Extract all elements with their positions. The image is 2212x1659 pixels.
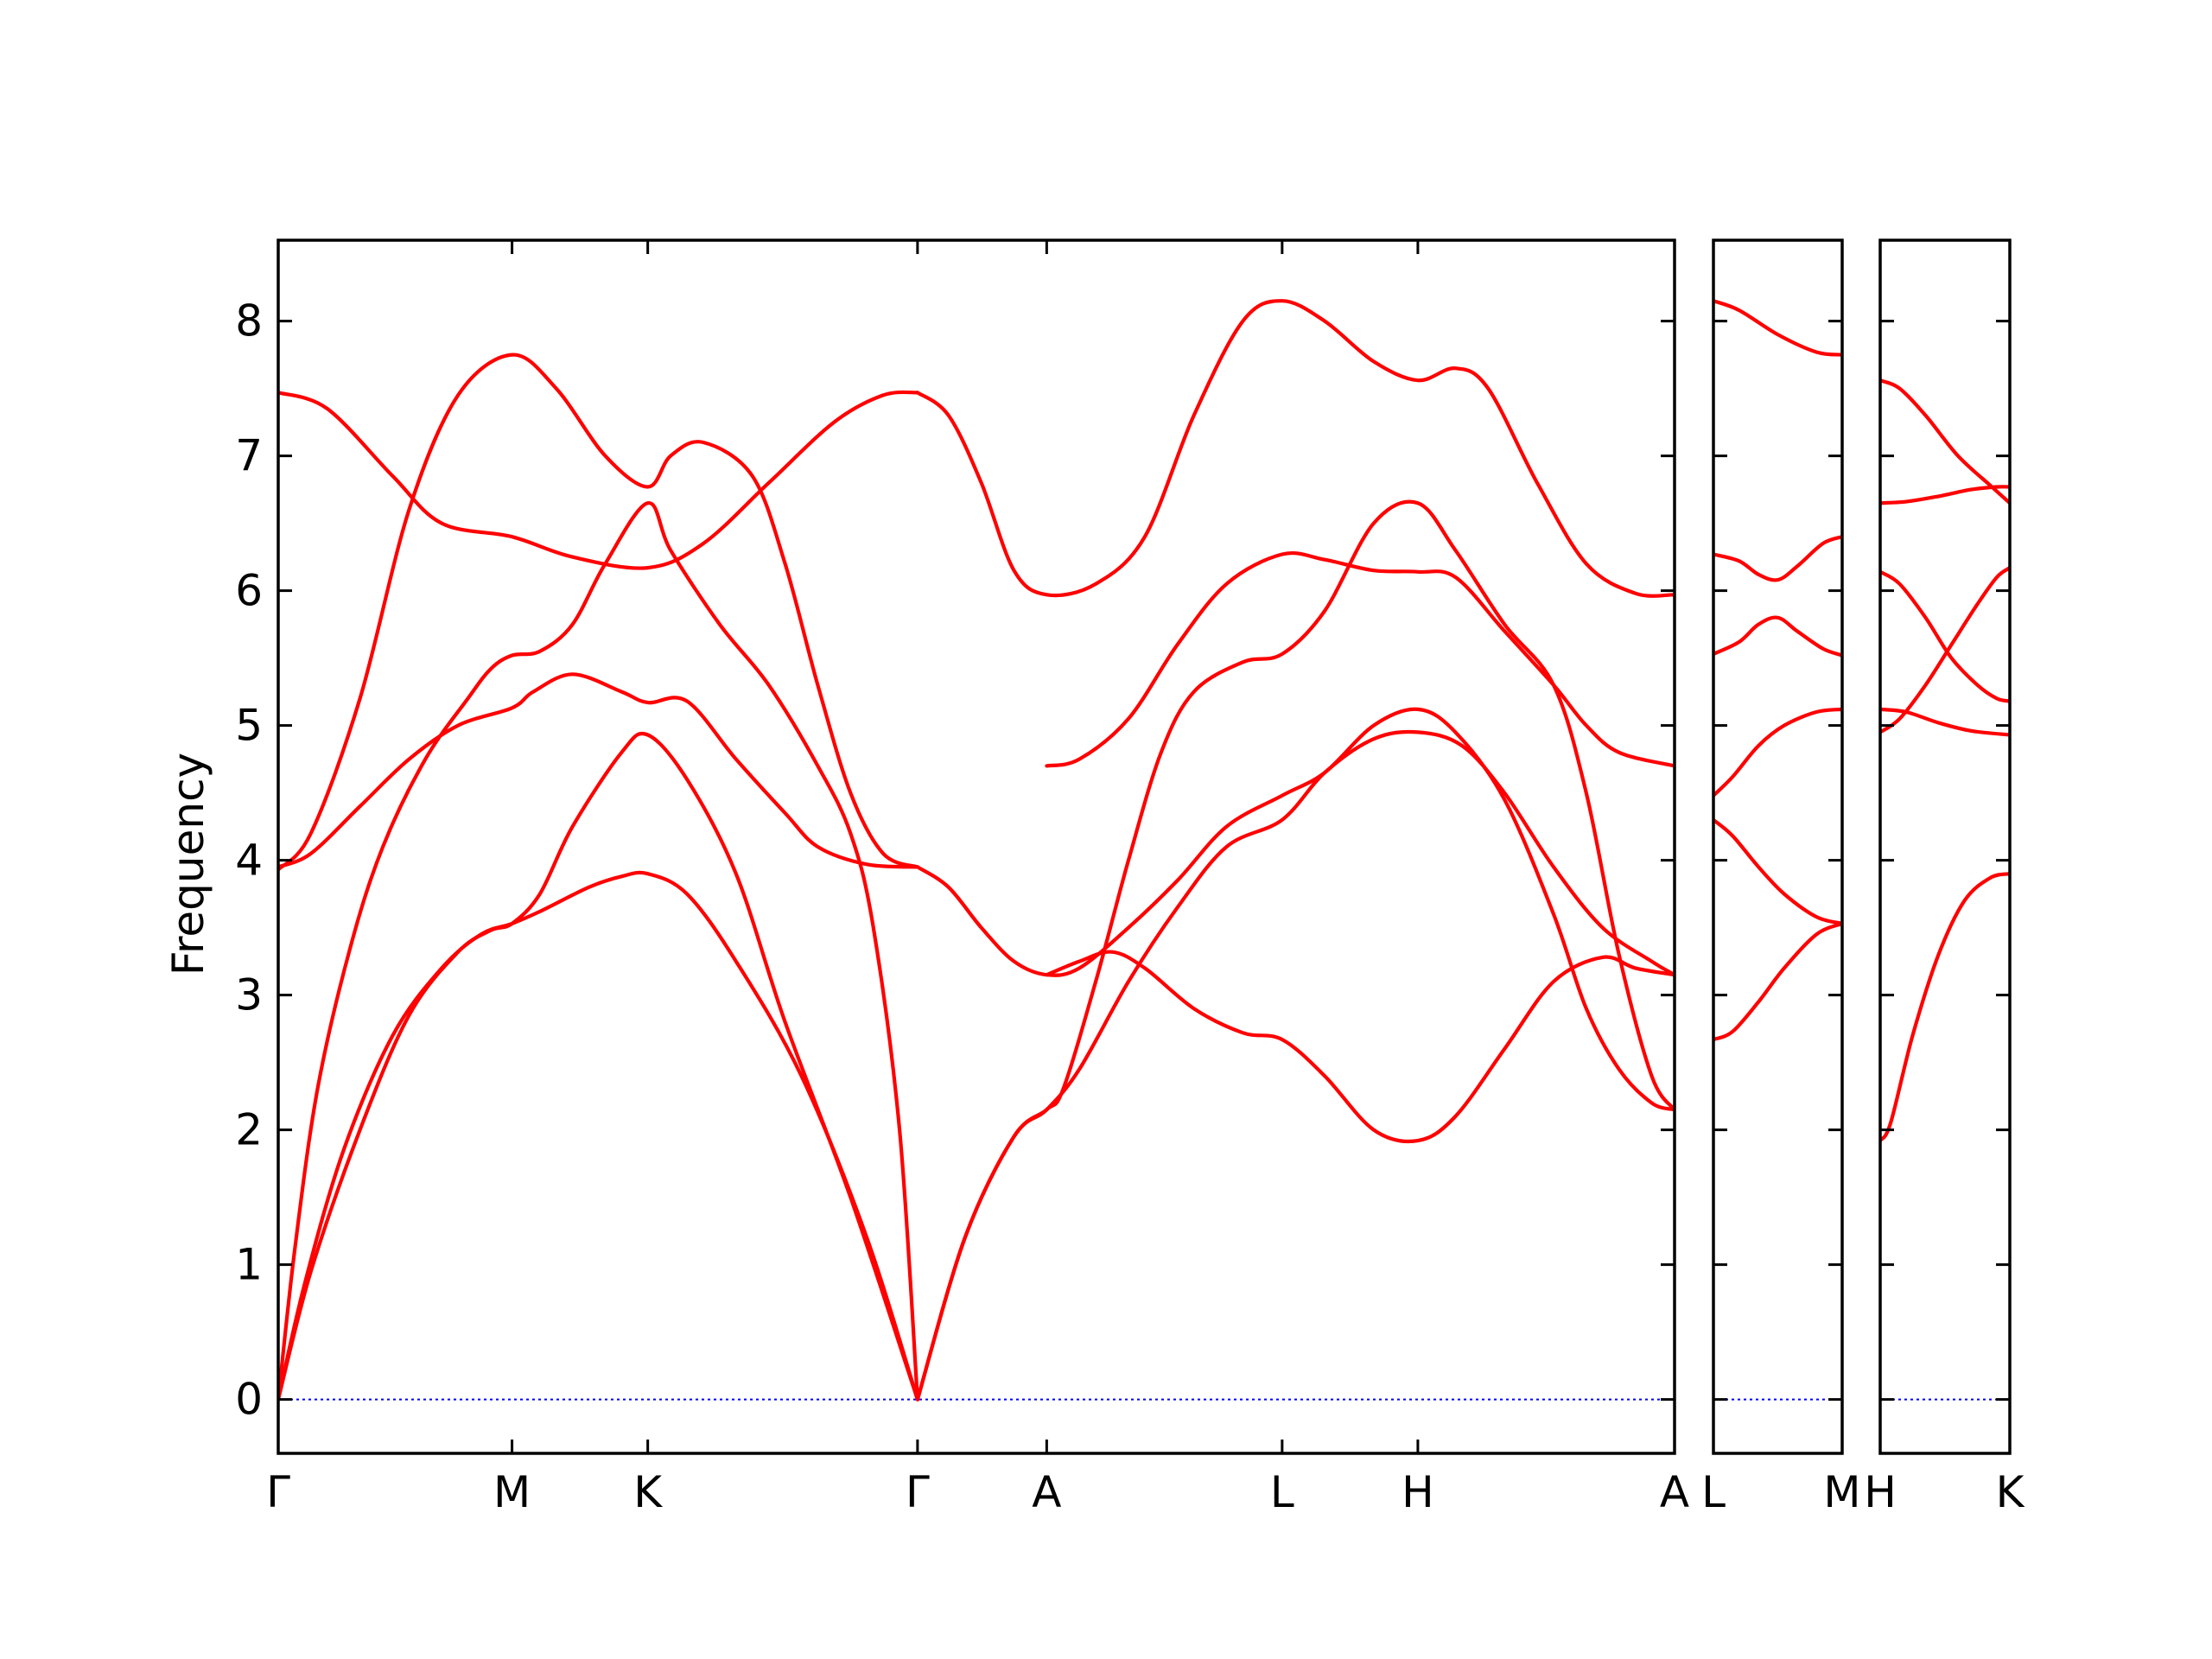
kpoint-label: H <box>1864 1467 1897 1517</box>
y-tick-label: 8 <box>235 296 263 346</box>
y-tick-label: 5 <box>235 701 263 751</box>
panel-main: 0 1 2 3 4 5 6 7 8 Γ M K Γ A L H A <box>235 238 1689 1517</box>
panel-frame <box>276 238 1676 1455</box>
band-main-8 <box>915 499 1675 1402</box>
band-H-K-5 <box>1880 707 2010 737</box>
y-axis-label: Frequency <box>163 753 213 976</box>
y-tick-label: 1 <box>235 1240 263 1290</box>
panel-frame <box>1878 238 2012 1455</box>
kpoint-label: Γ <box>906 1467 930 1517</box>
band-main-2 <box>278 731 919 1402</box>
kpoint-label: Γ <box>266 1467 290 1517</box>
band-H-K-6 <box>1880 872 2010 1143</box>
kpoint-label: K <box>633 1467 663 1517</box>
band-main-1 <box>278 870 919 1402</box>
band-main-10 <box>1045 950 1675 1144</box>
band-L-M-2 <box>1713 535 1842 582</box>
band-L-M-4 <box>1713 707 1842 798</box>
band-H-K-4 <box>1880 566 2010 734</box>
band-L-M-5 <box>1713 817 1842 925</box>
band-L-M-6 <box>1713 921 1842 1042</box>
kpoint-label: A <box>1660 1467 1689 1517</box>
band-L-M-1 <box>1713 299 1842 357</box>
band-main-5 <box>278 353 919 872</box>
band-H-K-2 <box>1880 485 2010 505</box>
kpoint-label: M <box>1823 1467 1860 1517</box>
kpoint-label: H <box>1402 1467 1434 1517</box>
y-tick-label: 6 <box>235 566 263 616</box>
y-tick-label: 0 <box>235 1375 263 1425</box>
band-main-12 <box>1045 550 1675 768</box>
y-tick-label: 3 <box>235 970 263 1020</box>
kpoint-label: K <box>1996 1467 2025 1517</box>
band-H-K-3 <box>1880 569 2010 703</box>
kpoint-label: M <box>493 1467 531 1517</box>
band-main-9 <box>915 707 1675 1112</box>
kpoint-label: A <box>1032 1467 1061 1517</box>
band-main-3 <box>278 501 919 1402</box>
kpoint-label: L <box>1701 1467 1726 1517</box>
y-tick-label: 4 <box>235 836 263 886</box>
band-main-7 <box>915 729 1675 1402</box>
band-main-11 <box>915 299 1675 598</box>
band-main-6 <box>278 390 919 570</box>
panel-frame <box>1712 238 1844 1455</box>
band-main-4 <box>278 672 919 869</box>
band-H-K-1 <box>1880 378 2010 505</box>
y-tick-label: 7 <box>235 431 263 481</box>
band-L-M-3 <box>1713 615 1842 658</box>
y-tick-label: 2 <box>235 1105 263 1155</box>
kpoint-label: L <box>1270 1467 1294 1517</box>
